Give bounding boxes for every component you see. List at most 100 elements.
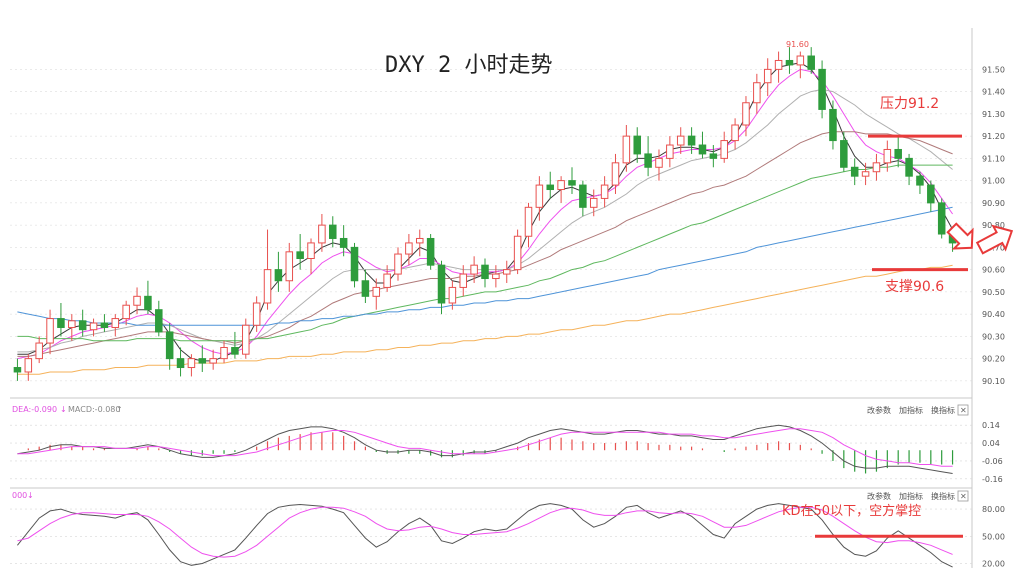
candle: [644, 136, 652, 177]
candle: [263, 229, 272, 310]
candle-body: [568, 180, 576, 186]
candle-body: [383, 273, 391, 288]
candle-body: [68, 320, 76, 328]
candle: [470, 256, 478, 283]
price-tick-label: 91.00: [982, 177, 1005, 186]
candle-body: [89, 322, 98, 331]
moving-average-line: [17, 206, 953, 326]
candle: [546, 171, 555, 199]
macd-close-button[interactable]: [957, 404, 969, 416]
candle: [339, 225, 348, 257]
macd-axis-labels: 0.14 0.04 -0.06 -0.16: [982, 421, 1003, 484]
candle: [318, 214, 326, 252]
candle: [883, 140, 892, 172]
candle-body: [655, 157, 663, 168]
candle-body: [285, 251, 294, 282]
candle-body: [753, 82, 761, 104]
candle-body: [426, 237, 435, 266]
candle-body: [731, 124, 739, 142]
candle: [785, 47, 794, 74]
macd-add-indicator-button[interactable]: 加指标: [899, 405, 923, 415]
candle: [46, 309, 54, 355]
price-tick-label: 90.40: [982, 310, 1005, 319]
candle: [655, 149, 663, 181]
candle: [426, 234, 435, 270]
kd-tick-label: 50.00: [982, 532, 1005, 541]
candle-body: [883, 148, 892, 164]
candle: [329, 216, 337, 248]
down-arrow-icon: ↓: [60, 405, 67, 414]
candle-body: [198, 358, 207, 364]
price-tick-label: 91.50: [982, 65, 1005, 74]
price-tick-label: 91.30: [982, 110, 1005, 119]
candle: [818, 60, 826, 119]
candle: [285, 242, 294, 292]
candle: [307, 238, 315, 275]
down-right-arrow-icon: [946, 222, 974, 250]
dea-line: [17, 428, 953, 467]
macd-legend: MACD:-0.080: [68, 405, 120, 414]
candle: [231, 331, 239, 359]
price-tick-label: 91.10: [982, 154, 1005, 163]
candle-body: [415, 237, 424, 244]
candle: [242, 318, 250, 359]
price-tick-label: 90.20: [982, 355, 1005, 364]
candle-body: [513, 235, 522, 271]
kd-add-indicator-button[interactable]: 加指标: [899, 491, 923, 501]
candle-body: [763, 68, 772, 84]
dea-legend: DEA:-0.090: [12, 405, 57, 414]
candle-body: [894, 148, 902, 159]
candle: [753, 73, 761, 114]
candle: [589, 189, 598, 217]
macd-tick-label: -0.16: [982, 475, 1003, 484]
candle-body: [502, 269, 511, 275]
macd-change-params-button[interactable]: 改参数: [867, 405, 891, 415]
kd-axis-labels: 80.00 50.00 20.00: [982, 505, 1005, 568]
resistance-label: 压力91.2: [880, 96, 939, 112]
candle-body: [46, 318, 54, 344]
candle: [698, 131, 707, 159]
kd-note: KD在50以下，空方掌控: [782, 503, 921, 519]
candle: [383, 265, 391, 292]
candle-body: [774, 59, 783, 70]
candle: [133, 287, 141, 315]
candle: [666, 136, 674, 168]
candle-body: [861, 171, 870, 177]
chart-title: DXY 2 小时走势: [385, 53, 552, 78]
candle: [872, 153, 881, 181]
candle: [622, 125, 631, 172]
kd-lines: [17, 503, 953, 568]
chart-background: [10, 28, 972, 568]
kd-switch-indicator-button[interactable]: 换指标: [931, 491, 955, 501]
candle: [296, 234, 304, 270]
candle-body: [535, 184, 544, 208]
candle-body: [742, 102, 750, 126]
candle: [742, 96, 750, 137]
candle: [611, 153, 620, 194]
close-icon: ✕: [960, 406, 967, 415]
candle-body: [546, 184, 555, 191]
candle-body: [394, 253, 402, 275]
candle: [502, 260, 511, 283]
down-arrow-icon: ↓: [27, 491, 34, 500]
candle: [763, 58, 772, 97]
candle: [557, 176, 565, 203]
candle: [405, 234, 413, 266]
candle: [774, 51, 783, 83]
kd-close-button[interactable]: [957, 490, 969, 502]
candle-body: [709, 153, 718, 159]
candle: [209, 349, 217, 370]
candle-body: [524, 206, 533, 237]
candle: [176, 347, 185, 377]
candle-body: [187, 358, 196, 369]
candle: [633, 127, 641, 163]
candle-body: [133, 295, 141, 306]
candle: [796, 51, 805, 79]
candle-body: [829, 108, 837, 142]
kd-change-params-button[interactable]: 改参数: [867, 491, 891, 501]
candle-body: [57, 318, 65, 328]
candle-body: [405, 242, 413, 255]
candle-body: [274, 269, 283, 282]
macd-switch-indicator-button[interactable]: 换指标: [931, 405, 955, 415]
